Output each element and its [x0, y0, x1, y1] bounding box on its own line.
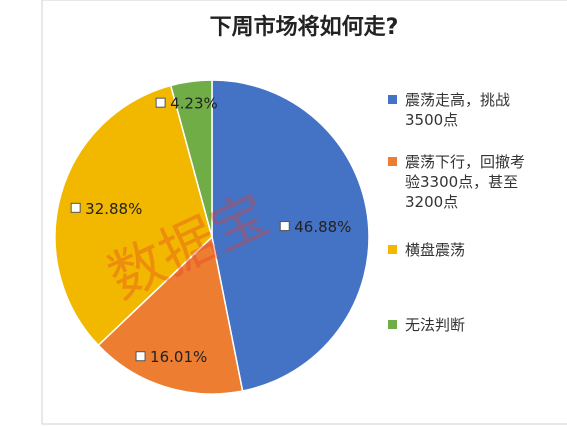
pie-slice — [97, 235, 244, 395]
legend-swatch — [388, 157, 397, 166]
pie-slice — [54, 84, 213, 347]
label-box — [155, 97, 166, 108]
label-box — [279, 221, 290, 232]
data-label: 16.01% — [150, 348, 207, 366]
data-label: 46.88% — [294, 218, 351, 236]
chart-border — [41, 0, 567, 425]
legend-swatch — [388, 320, 397, 329]
chart-title: 下周市场将如何走? — [210, 14, 399, 40]
legend-label: 震荡下行，回撤考验3300点，甚至3200点 — [405, 153, 526, 211]
label-box — [135, 351, 146, 362]
legend-label: 横盘震荡 — [405, 241, 466, 259]
label-box — [70, 202, 81, 213]
pie-slice — [169, 79, 213, 238]
data-label: 4.23% — [170, 95, 218, 113]
pie-slice — [211, 79, 370, 392]
legend-swatch — [388, 95, 397, 104]
data-label: 32.88% — [85, 200, 142, 218]
legend-label: 无法判断 — [405, 316, 466, 334]
legend-swatch — [388, 245, 397, 254]
legend-label: 震荡走高，挑战3500点 — [405, 91, 511, 129]
